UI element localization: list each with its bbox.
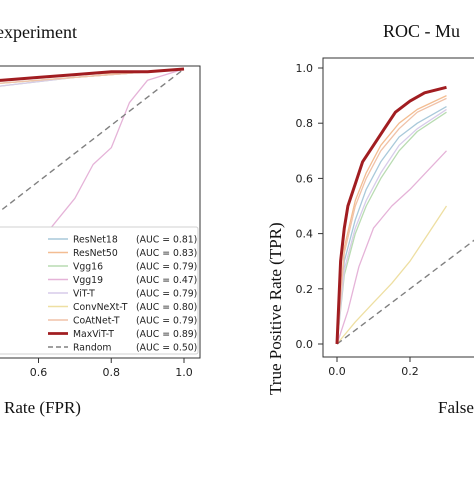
right-ytick-label: 0.2: [296, 283, 314, 296]
right-ytick-label: 0.8: [296, 117, 314, 130]
legend-label-resnet18: ResNet18: [73, 235, 118, 246]
left-xtick-label: 1.0: [175, 366, 193, 379]
legend-label-maxvit-t: MaxViT-T: [73, 329, 114, 340]
right-ytick-label: 0.0: [296, 338, 314, 351]
right-x-axis-label: False: [438, 398, 474, 417]
right-ytick-label: 0.4: [296, 228, 314, 241]
right-y-axis-label: True Positive Rate (TPR): [266, 222, 285, 395]
legend-auc-maxvit-t: (AUC = 0.89): [136, 329, 197, 340]
legend-auc-random: (AUC = 0.50): [136, 343, 197, 354]
legend-auc-vgg16: (AUC = 0.79): [136, 262, 197, 273]
legend-label-vit-t: ViT-T: [73, 289, 95, 300]
right-series-random: [337, 68, 474, 344]
right-chart-title: ROC - Mu: [383, 21, 460, 41]
legend-label-vgg19: Vgg19: [73, 275, 103, 286]
right-xtick-label: 0.2: [401, 365, 419, 378]
right-ytick-label: 0.6: [296, 172, 314, 185]
legend-auc-vit-t: (AUC = 0.79): [136, 289, 197, 300]
legend-label-resnet50: ResNet50: [73, 248, 118, 259]
right-series-coatnet-t: [337, 98, 447, 344]
right-xtick-label: 0.0: [328, 365, 346, 378]
right-plot-area: 0.0 0.2 0.0 0.2 0.4 0.6 0.8 1.0: [296, 58, 474, 378]
legend-auc-resnet50: (AUC = 0.83): [136, 248, 197, 259]
left-xtick-label: 0.6: [30, 366, 48, 379]
right-series-resnet18: [337, 107, 447, 344]
legend-auc-convnext-t: (AUC = 0.80): [136, 302, 197, 313]
legend-label-coatnet-t: CoAtNet-T: [73, 316, 120, 327]
legend-auc-coatnet-t: (AUC = 0.79): [136, 316, 197, 327]
left-xtick-label: 0.8: [103, 366, 121, 379]
legend-label-vgg16: Vgg16: [73, 262, 103, 273]
legend-auc-vgg19: (AUC = 0.47): [136, 275, 197, 286]
legend-label-convnext-t: ConvNeXt-T: [73, 302, 128, 313]
right-series-resnet50: [337, 96, 447, 344]
right-axes-frame: [323, 58, 474, 357]
right-series-vgg19: [337, 151, 447, 344]
legend-label-random: Random: [73, 343, 112, 354]
left-chart-title: experiment: [0, 22, 77, 42]
legend: ResNet18 (AUC = 0.81) ResNet50 (AUC = 0.83)…: [0, 227, 198, 354]
right-ytick-label: 1.0: [296, 62, 314, 75]
legend-auc-resnet18: (AUC = 0.81): [136, 235, 197, 246]
left-x-axis-label: Rate (FPR): [4, 398, 81, 417]
